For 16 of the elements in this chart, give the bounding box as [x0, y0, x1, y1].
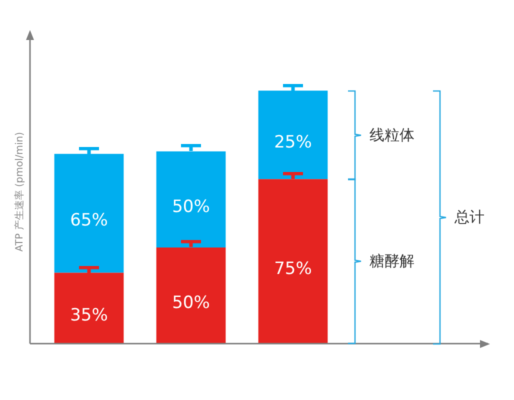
text: 总计 — [454, 208, 485, 228]
bar — [258, 179, 328, 344]
bar — [54, 272, 124, 344]
bar — [54, 154, 124, 273]
annotation: 25% — [274, 132, 312, 152]
annotation: 75% — [274, 258, 312, 279]
text: 线粒体 — [370, 126, 415, 145]
y-axis-title: ATP 产生速率 (pmol/min) — [14, 132, 26, 252]
annotation: 65% — [70, 210, 108, 231]
bar — [258, 90, 328, 180]
text: 糖酵解 — [370, 252, 415, 272]
annotation: 50% — [172, 196, 210, 217]
annotation: 50% — [172, 292, 210, 313]
bar — [156, 151, 226, 248]
bar — [156, 247, 226, 344]
annotation: 35% — [70, 306, 108, 326]
